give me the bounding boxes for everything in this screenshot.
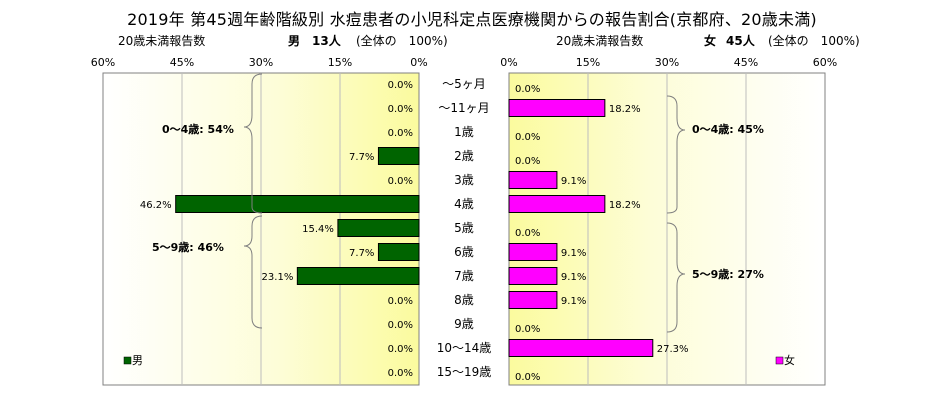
female-bar bbox=[508, 99, 606, 117]
age-category-label: 7歳 bbox=[454, 269, 474, 283]
male-data-label: 15.4% bbox=[302, 224, 334, 235]
female-data-label: 18.2% bbox=[609, 200, 641, 211]
female-data-label: 0.0% bbox=[515, 324, 540, 335]
age-category-label: 15～19歳 bbox=[437, 365, 492, 379]
legend-male-swatch bbox=[123, 356, 132, 365]
left-subtitle-count: 13人 bbox=[312, 33, 342, 48]
age-category-label: 8歳 bbox=[454, 293, 474, 307]
male-data-label: 0.0% bbox=[388, 128, 413, 139]
left-subtitle-sex: 男 bbox=[288, 34, 300, 48]
left-x-tick-label: 45% bbox=[170, 56, 194, 69]
female-data-label: 9.1% bbox=[561, 248, 586, 259]
age-category-label: 9歳 bbox=[454, 317, 474, 331]
right-x-tick-label: 45% bbox=[734, 56, 758, 69]
male-data-label: 0.0% bbox=[388, 344, 413, 355]
left-x-tick-label: 0% bbox=[410, 56, 427, 69]
age-category-label: 5歳 bbox=[454, 221, 474, 235]
female-bar bbox=[508, 267, 558, 285]
female-bar bbox=[508, 171, 558, 189]
left-bracket-0-4 bbox=[243, 73, 263, 214]
legend-female-swatch bbox=[775, 356, 784, 365]
female-bar bbox=[508, 195, 606, 213]
male-data-label: 0.0% bbox=[388, 80, 413, 91]
right-bracket-5-9 bbox=[666, 222, 686, 333]
male-bar bbox=[175, 195, 420, 213]
female-data-label: 0.0% bbox=[515, 156, 540, 167]
age-category-label: ～5ヶ月 bbox=[442, 77, 486, 91]
male-data-label: 7.7% bbox=[349, 152, 374, 163]
age-category-label: 1歳 bbox=[454, 125, 474, 139]
female-data-label: 9.1% bbox=[561, 272, 586, 283]
female-data-label: 0.0% bbox=[515, 84, 540, 95]
right-x-tick-label: 60% bbox=[813, 56, 837, 69]
right-subtitle-label: 20歳未満報告数 bbox=[556, 33, 643, 48]
male-bar bbox=[377, 147, 420, 165]
female-data-label: 9.1% bbox=[561, 296, 586, 307]
age-category-label: 2歳 bbox=[454, 149, 474, 163]
right-x-tick-label: 15% bbox=[576, 56, 600, 69]
left-x-tick-label: 30% bbox=[249, 56, 273, 69]
age-category-label: 10～14歳 bbox=[437, 341, 492, 355]
male-data-label: 0.0% bbox=[388, 104, 413, 115]
age-category-label: ～11ヶ月 bbox=[438, 101, 489, 115]
right-subtitle-share: (全体の 100%) bbox=[768, 33, 860, 48]
male-bar bbox=[296, 267, 420, 285]
female-data-label: 0.0% bbox=[515, 132, 540, 143]
legend-male-label: 男 bbox=[132, 354, 143, 367]
legend-female-label: 女 bbox=[784, 353, 795, 367]
age-category-label: 6歳 bbox=[454, 245, 474, 259]
male-data-label: 0.0% bbox=[388, 296, 413, 307]
male-data-label: 23.1% bbox=[262, 272, 294, 283]
right-subtitle-count: 45人 bbox=[726, 33, 756, 48]
age-category-label: 3歳 bbox=[454, 173, 474, 187]
female-data-label: 0.0% bbox=[515, 372, 540, 383]
left-annotation-0-4: 0～4歳: 54% bbox=[162, 122, 234, 136]
female-bar bbox=[508, 291, 558, 309]
female-data-label: 0.0% bbox=[515, 228, 540, 239]
male-data-label: 0.0% bbox=[388, 176, 413, 187]
left-subtitle-share: (全体の 100%) bbox=[356, 33, 448, 48]
male-data-label: 7.7% bbox=[349, 248, 374, 259]
right-annotation-0-4: 0～4歳: 45% bbox=[692, 122, 764, 136]
male-data-label: 0.0% bbox=[388, 320, 413, 331]
female-data-label: 27.3% bbox=[657, 344, 689, 355]
left-bracket-5-9 bbox=[243, 215, 263, 329]
right-bracket-0-4 bbox=[666, 95, 686, 214]
female-bar bbox=[508, 243, 558, 261]
right-x-tick-label: 30% bbox=[655, 56, 679, 69]
left-subtitle-label: 20歳未満報告数 bbox=[118, 33, 205, 48]
right-x-tick-label: 0% bbox=[500, 56, 517, 69]
left-x-tick-label: 15% bbox=[328, 56, 352, 69]
left-annotation-5-9: 5～9歳: 46% bbox=[152, 240, 224, 254]
male-bar bbox=[337, 219, 420, 237]
female-bar bbox=[508, 339, 654, 357]
chart-title: 2019年 第45週年齢階級別 水痘患者の小児科定点医療機関からの報告割合(京都… bbox=[127, 10, 817, 29]
female-data-label: 9.1% bbox=[561, 176, 586, 187]
right-annotation-5-9: 5～9歳: 27% bbox=[692, 267, 764, 281]
male-data-label: 46.2% bbox=[140, 200, 172, 211]
age-category-label: 4歳 bbox=[454, 197, 474, 211]
male-bar bbox=[377, 243, 420, 261]
male-data-label: 0.0% bbox=[388, 368, 413, 379]
left-x-tick-label: 60% bbox=[91, 56, 115, 69]
female-data-label: 18.2% bbox=[609, 104, 641, 115]
right-subtitle-sex: 女 bbox=[704, 33, 716, 48]
